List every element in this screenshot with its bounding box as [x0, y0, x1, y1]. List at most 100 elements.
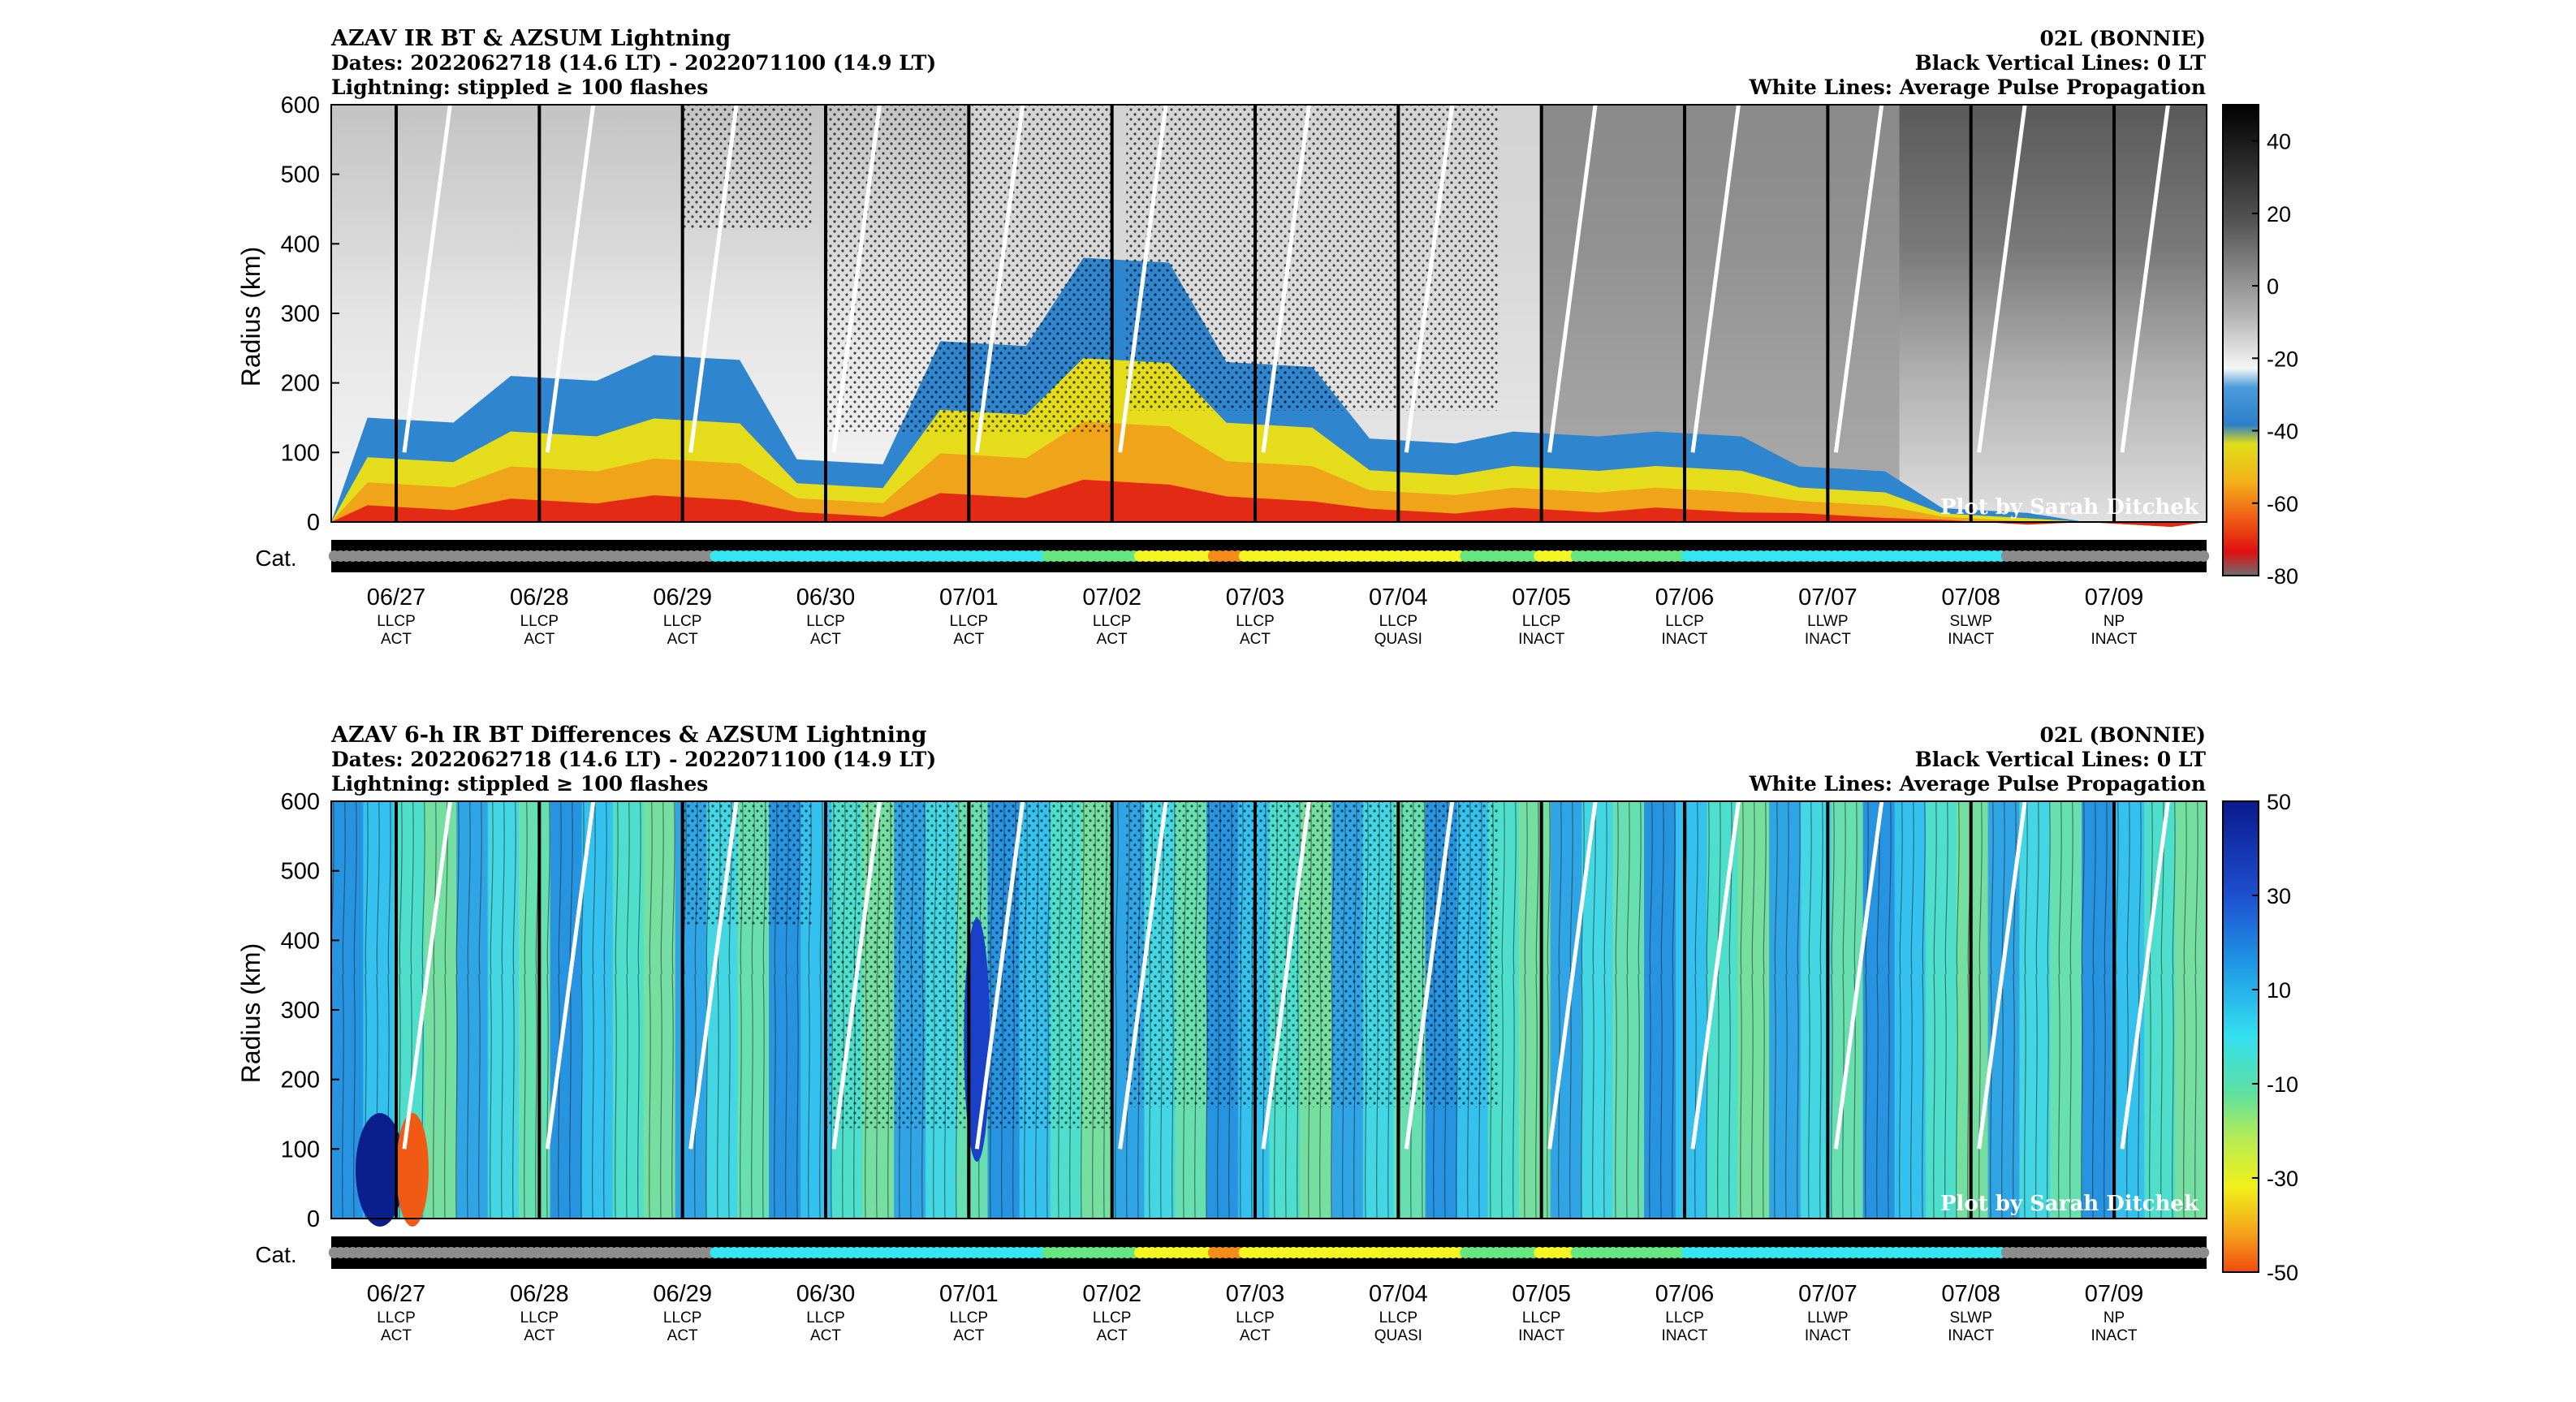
- colorbar-tick-label: 30: [2267, 884, 2291, 908]
- category-dot: [2198, 1247, 2210, 1258]
- storm-name: 02L (BONNIE): [2039, 27, 2206, 50]
- pulse-propagation-line: [545, 800, 596, 1150]
- x-phase-label: LLCP: [1522, 1309, 1561, 1327]
- x-date-label: 07/08: [1941, 585, 2000, 610]
- x-date-label: 07/03: [1226, 1281, 1285, 1307]
- pulse-propagation-line: [1261, 104, 1311, 453]
- x-phase-label: LLCP: [1236, 1309, 1275, 1327]
- x-phase-label: LLCP: [1522, 613, 1561, 630]
- category-dot: [2198, 550, 2210, 562]
- pulse-propagation-line: [1404, 800, 1455, 1150]
- x-date-label: 07/06: [1655, 585, 1715, 610]
- x-activity-label: ACT: [1240, 631, 1271, 648]
- colorbar-tick-label: -50: [2267, 1261, 2298, 1285]
- colorbar-ticks: 50 30 10 -10 -30 -50: [2252, 790, 2298, 1285]
- x-date-label: 06/29: [653, 1281, 712, 1307]
- x-activity-label: ACT: [667, 631, 698, 648]
- y-axis-ticks: 0 100 200 300 400 500 600: [281, 93, 339, 536]
- pulse-propagation-line: [974, 800, 1025, 1150]
- black-lines-note: Black Vertical Lines: 0 LT: [1915, 748, 2207, 771]
- x-date-label: 07/09: [2085, 1281, 2144, 1307]
- y-tick-label: 100: [281, 440, 320, 466]
- x-phase-label: LLCP: [950, 1309, 989, 1327]
- x-phase-label: LLCP: [806, 1309, 845, 1327]
- x-phase-label: LLWP: [1807, 613, 1848, 630]
- x-axis-labels: 06/27LLCPACT06/28LLCPACT06/29LLCPACT06/3…: [367, 1281, 2144, 1344]
- x-activity-label: ACT: [1097, 1327, 1128, 1344]
- x-phase-label: LLCP: [663, 613, 702, 630]
- x-date-label: 06/28: [510, 1281, 569, 1307]
- pulse-propagation-line: [1833, 104, 1884, 453]
- colorbar-tick-label: 20: [2267, 202, 2291, 226]
- pulse-propagation-line: [1833, 800, 1884, 1150]
- y-tick-label: 200: [281, 1068, 320, 1094]
- x-activity-label: ACT: [953, 631, 984, 648]
- x-phase-label: LLWP: [1807, 1309, 1848, 1327]
- x-date-label: 07/05: [1512, 1281, 1571, 1307]
- y-tick-label: 600: [281, 789, 320, 815]
- y-tick-label: 0: [307, 510, 320, 536]
- panel-dates: Dates: 2022062718 (14.6 LT) - 2022071100…: [331, 748, 936, 771]
- x-date-label: 07/02: [1082, 585, 1141, 610]
- x-activity-label: INACT: [1805, 1327, 1851, 1344]
- x-activity-label: INACT: [1518, 1327, 1564, 1344]
- colorbar-tick-label: 0: [2267, 274, 2279, 299]
- panel-title: AZAV IR BT & AZSUM Lightning: [330, 26, 731, 51]
- x-phase-label: LLCP: [1093, 1309, 1132, 1327]
- x-phase-label: LLCP: [1665, 1309, 1704, 1327]
- y-tick-label: 100: [281, 1137, 320, 1163]
- x-activity-label: ACT: [667, 1327, 698, 1344]
- x-date-label: 06/29: [653, 585, 712, 610]
- x-date-label: 06/30: [796, 1281, 856, 1307]
- colorbar-tick-label: -10: [2267, 1072, 2298, 1097]
- cold-cloud-yellow: [331, 358, 2207, 527]
- colorbar: [2222, 800, 2259, 1273]
- x-activity-label: INACT: [2091, 631, 2138, 648]
- colorbar-tick-label: 40: [2267, 130, 2291, 154]
- colorbar-tick-label: 10: [2267, 978, 2291, 1003]
- x-activity-label: INACT: [1662, 1327, 1708, 1344]
- x-date-label: 07/05: [1512, 585, 1571, 610]
- x-date-label: 06/28: [510, 585, 569, 610]
- x-date-label: 06/27: [367, 1281, 426, 1307]
- y-tick-label: 0: [307, 1206, 320, 1232]
- x-phase-label: LLCP: [806, 613, 845, 630]
- lightning-stipple: [1126, 105, 1499, 411]
- y-axis-label: Radius (km): [236, 943, 265, 1083]
- x-phase-label: NP: [2104, 1309, 2125, 1327]
- pulse-propagation-line: [1977, 104, 2027, 453]
- top-panel: AZAV IR BT & AZSUM Lightning Dates: 2022…: [236, 26, 2298, 648]
- pulse-propagation-line: [1261, 800, 1311, 1150]
- x-activity-label: ACT: [1097, 631, 1128, 648]
- y-axis-ticks: 0 100 200 300 400 500 600: [281, 789, 339, 1232]
- pulse-propagation-line: [831, 104, 882, 453]
- x-date-label: 07/06: [1655, 1281, 1715, 1307]
- x-phase-label: LLCP: [520, 1309, 559, 1327]
- pulse-propagation-line: [688, 800, 739, 1150]
- cold-cloud-red: [331, 479, 2207, 527]
- x-phase-label: LLCP: [950, 613, 989, 630]
- x-activity-label: INACT: [1662, 631, 1708, 648]
- y-tick-label: 500: [281, 859, 320, 885]
- pulse-propagation-line: [1404, 104, 1455, 453]
- x-activity-label: INACT: [1948, 1327, 1994, 1344]
- lightning-stipple: [682, 105, 812, 231]
- panel-title: AZAV 6-h IR BT Differences & AZSUM Light…: [330, 723, 927, 748]
- pulse-propagation-line: [402, 104, 452, 453]
- bottom-panel: AZAV 6-h IR BT Differences & AZSUM Light…: [236, 723, 2298, 1344]
- pulse-propagation-line: [545, 104, 596, 453]
- x-phase-label: LLCP: [1379, 1309, 1418, 1327]
- x-activity-label: ACT: [1240, 1327, 1271, 1344]
- y-tick-label: 300: [281, 998, 320, 1024]
- colorbar-tick-label: -30: [2267, 1167, 2298, 1191]
- white-lines-note: White Lines: Average Pulse Propagation: [1749, 772, 2206, 796]
- colorbar-tick-label: -60: [2267, 492, 2298, 516]
- pulse-propagation-line: [974, 104, 1025, 453]
- x-phase-label: LLCP: [377, 1309, 416, 1327]
- y-tick-label: 200: [281, 371, 320, 397]
- colorbar-ticks: 40 20 0 -20 -40 -60 -80: [2252, 130, 2298, 589]
- x-date-label: 07/04: [1369, 1281, 1428, 1307]
- x-activity-label: ACT: [381, 631, 412, 648]
- x-activity-label: INACT: [2091, 1327, 2138, 1344]
